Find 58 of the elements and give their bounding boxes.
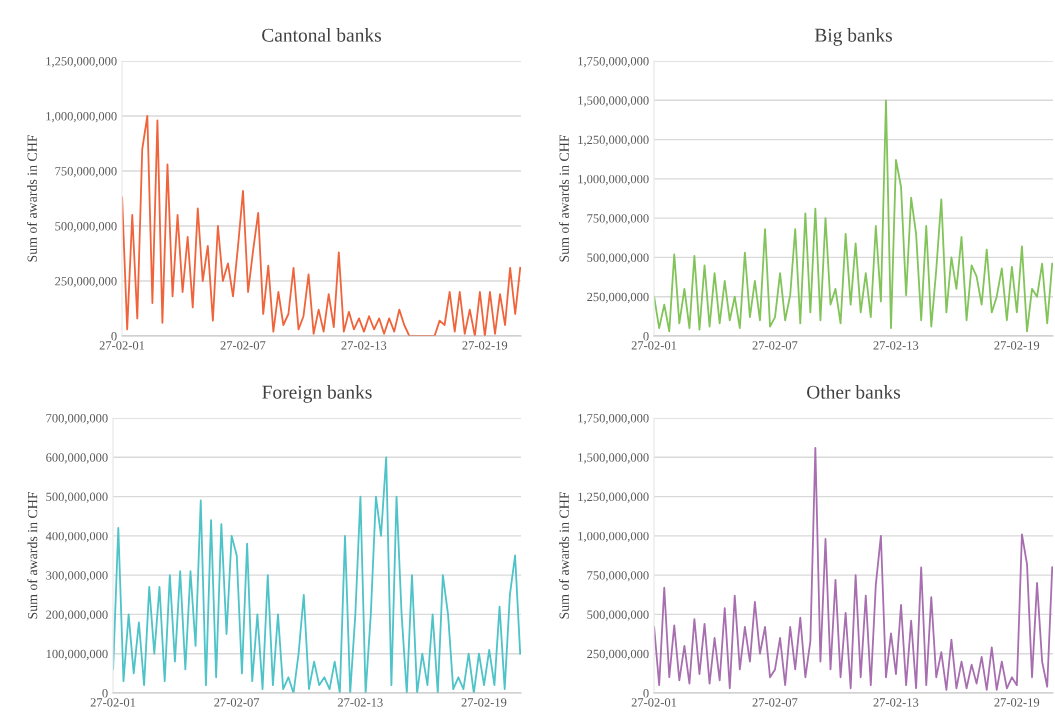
line-series (654, 446, 1053, 691)
y-tick-label: 700,000,000 (46, 414, 108, 425)
y-tick-label: 0 (102, 689, 108, 698)
x-tick-label: 27-02-19 (462, 341, 508, 350)
line-series (654, 99, 1053, 333)
y-tick-label: 750,000,000 (587, 214, 649, 225)
chart-title: Cantonal banks (262, 28, 382, 42)
x-tick-label: 27-02-01 (90, 698, 136, 707)
y-tick-label: 1,500,000,000 (578, 453, 649, 464)
y-axis-title: Sum of awards in CHF (26, 134, 37, 262)
y-tick-label: 500,000,000 (587, 253, 649, 264)
y-tick-label: 1,250,000,000 (578, 135, 649, 146)
y-tick-label: 750,000,000 (55, 167, 117, 178)
x-tick-label: 27-02-07 (220, 341, 266, 350)
y-tick-label: 1,250,000,000 (578, 492, 649, 503)
y-tick-label: 1,000,000,000 (578, 531, 649, 543)
y-tick-label: 1,750,000,000 (578, 57, 649, 68)
y-tick-label: 250,000,000 (55, 277, 117, 288)
y-tick-label: 100,000,000 (46, 649, 108, 660)
x-tick-label: 27-02-13 (873, 341, 919, 350)
y-axis-title: Sum of awards in CHF (558, 491, 569, 619)
x-tick-label: 27-02-13 (341, 341, 387, 350)
x-tick-label: 27-02-07 (752, 341, 798, 350)
x-tick-label: 27-02-19 (461, 698, 507, 707)
y-tick-label: 1,000,000,000 (578, 174, 649, 186)
x-tick-label: 27-02-07 (752, 698, 798, 707)
y-tick-label: 750,000,000 (587, 571, 649, 582)
x-tick-label: 27-02-01 (631, 341, 677, 350)
x-tick-label: 27-02-13 (873, 698, 919, 707)
y-tick-label: 0 (643, 332, 649, 341)
y-tick-label: 0 (111, 332, 117, 341)
y-tick-label: 1,500,000,000 (578, 96, 649, 107)
x-tick-label: 27-02-13 (337, 698, 383, 707)
y-tick-label: 500,000,000 (55, 222, 117, 233)
y-tick-label: 500,000,000 (587, 610, 649, 621)
y-tick-label: 300,000,000 (46, 571, 108, 582)
y-tick-label: 1,250,000,000 (46, 57, 117, 68)
line-series (122, 115, 521, 336)
chart-title: Foreign banks (262, 385, 372, 403)
line-series (113, 456, 521, 693)
x-tick-label: 27-02-19 (994, 341, 1040, 350)
y-tick-label: 250,000,000 (587, 649, 649, 660)
chart-title: Big banks (814, 28, 892, 46)
y-tick-label: 400,000,000 (45, 531, 108, 543)
y-tick-label: 200,000,000 (46, 610, 108, 621)
y-tick-label: 1,750,000,000 (578, 414, 649, 425)
x-tick-label: 27-02-01 (99, 341, 145, 350)
x-tick-label: 27-02-07 (214, 698, 260, 707)
y-tick-label: 1,000,000,000 (46, 112, 117, 123)
x-tick-label: 27-02-19 (994, 698, 1040, 707)
y-axis-title: Sum of awards in CHF (558, 134, 569, 262)
y-axis-title: Sum of awards in CHF (27, 491, 38, 619)
chart-title: Other banks (807, 385, 901, 399)
y-tick-label: 0 (643, 689, 649, 698)
y-tick-label: 600,000,000 (46, 453, 108, 464)
x-tick-label: 27-02-01 (631, 698, 677, 707)
y-tick-label: 500,000,000 (46, 492, 108, 503)
y-tick-label: 250,000,000 (587, 292, 649, 303)
